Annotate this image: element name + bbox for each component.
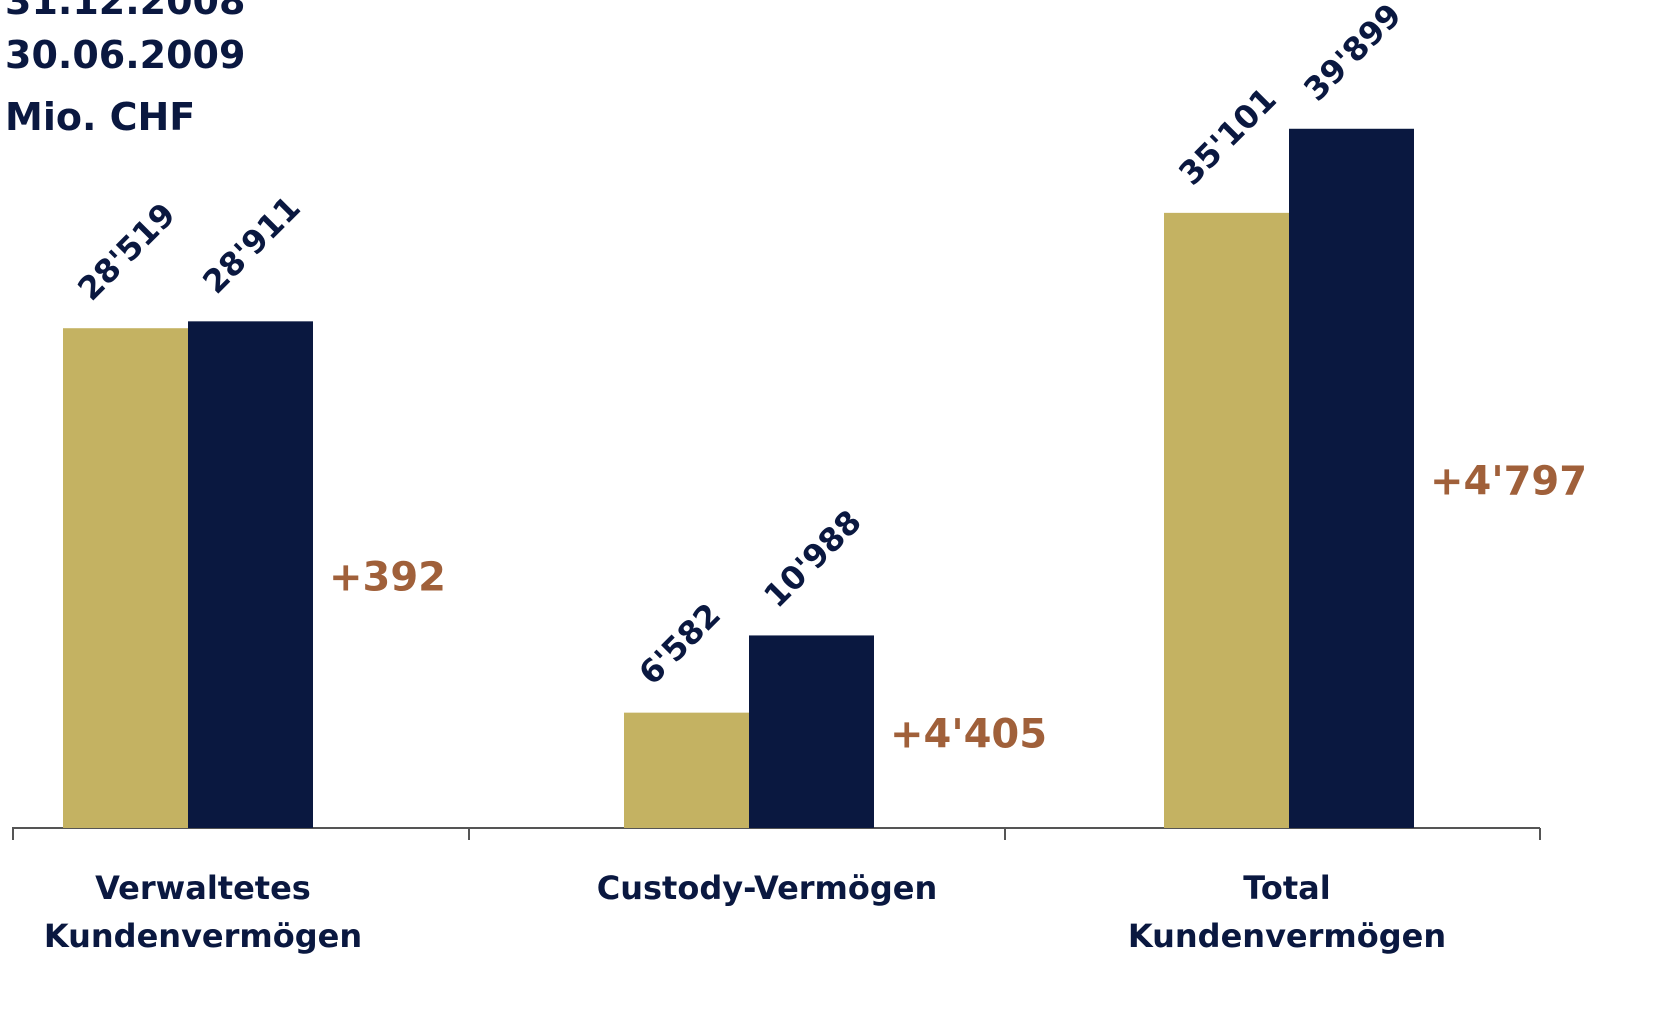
change-label: +4'797 [1430,458,1587,504]
change-label: +392 [329,555,446,601]
bar [624,712,749,828]
bar [188,321,313,828]
value-label: 28'519 [70,195,183,308]
change-label: +4'405 [890,712,1047,758]
value-label: 6'582 [631,596,728,693]
x-tick-label: Total Kundenvermögen [1127,869,1447,955]
value-label: 35'101 [1171,80,1284,193]
x-tick-label: Custody-Vermögen [596,869,938,907]
value-label: 39'899 [1296,0,1409,108]
bar [1289,128,1414,828]
bar [63,328,188,828]
bar [1164,212,1289,828]
value-label: 28'911 [195,188,308,301]
subtitle: Mio. CHF [5,95,195,139]
bar [749,635,874,828]
legend-label: 31.12.2008 [5,0,245,23]
legend-label: 30.06.2009 [5,33,245,77]
x-tick-label: Verwaltetes Kundenvermögen [43,869,363,955]
value-label: 10'988 [756,503,869,616]
